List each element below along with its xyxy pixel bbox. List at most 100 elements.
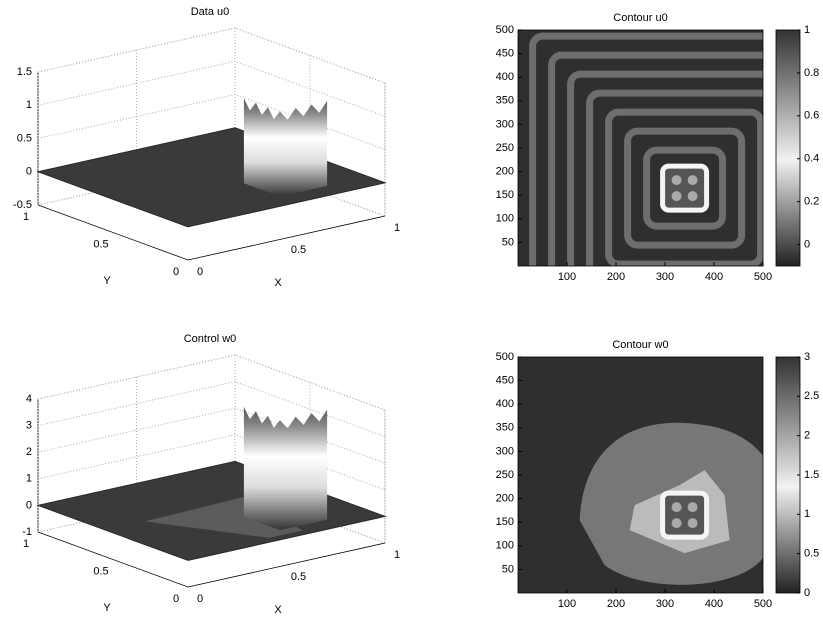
colorbar-tick-label: 0.2 [804,196,819,208]
contour-spot [688,518,698,528]
y-tick-label: 100 [496,213,514,225]
surface-plot: -0.5 0 0.5 1 1.5 0 0.5 1 0 0.5 1 Data u0 X Y [13,6,400,289]
x-tick-label: 100 [558,598,576,610]
x-tick-label: 500 [754,598,772,610]
contour-spot [688,191,698,201]
colorbar [776,30,800,266]
y-tick-label: 350 [496,95,514,107]
y-tick-label: 200 [496,166,514,178]
surface-plot: -1 0 1 2 3 4 0 0.5 1 0 0.5 1 Control w0 X Y [22,333,400,616]
grid-line [38,355,385,410]
grid-line [38,28,385,83]
x-tick-label: 300 [656,598,674,610]
chart-title: Control w0 [184,333,237,345]
contour-ring [663,166,707,210]
contour-spot [688,175,698,185]
x-tick-label: 200 [607,271,625,283]
grid-line [38,408,385,463]
contour-spot [672,175,682,185]
grid-line [38,61,385,116]
y-tick-label: 150 [496,189,514,201]
colorbar-tick-label: 0.8 [804,67,819,79]
contour-fill [495,0,823,378]
y-tick-label: 150 [496,516,514,528]
z-tick-label: -1 [22,526,32,538]
x-axis-label: X [274,604,282,616]
contour-plot: 100 200 300 400 500 50 100 150 200 250 300 350 400 45… [496,339,820,610]
surface [38,128,385,227]
chart-title: Contour u0 [613,12,667,24]
y-axis-label: Y [103,275,111,287]
x-tick-label: 1 [394,549,400,561]
y-tick-label: 350 [496,422,514,434]
y-axis-label: Y [103,602,111,614]
colorbar-tick-label: 0.5 [804,548,819,560]
contour-plot: 100 200 300 400 500 50 100 150 200 250 300 350 400 45… [495,0,823,378]
y-tick-label: 100 [496,540,514,552]
y-tick-label: 400 [496,398,514,410]
contour-ring [663,493,707,537]
y-tick-label: 50 [502,236,514,248]
z-tick-label: 1.5 [17,66,32,78]
y-tick-label: 0 [173,593,179,605]
y-tick-label: 1 [23,538,29,550]
y-tick-label: 450 [496,375,514,387]
colorbar [776,357,800,593]
y-tick-label: 300 [496,118,514,130]
y-tick-label: 0 [173,266,179,278]
x-tick-label: 0.5 [291,244,306,256]
z-tick-label: 0.5 [17,132,32,144]
y-tick-label: 450 [496,48,514,60]
z-tick-label: 3 [26,420,32,432]
x-axis-label: X [274,277,282,289]
contour-spot [672,518,682,528]
colorbar-tick-label: 0 [804,587,810,599]
z-tick-label: 1 [26,99,32,111]
x-tick-label: 300 [656,271,674,283]
x-tick-label: 0 [197,593,203,605]
x-tick-label: 200 [607,598,625,610]
y-tick-label: 250 [496,469,514,481]
figure: -0.500.511.500.5100.51Data u0XY100200300… [0,0,823,619]
colorbar-tick-label: 0 [804,238,810,250]
colorbar-tick-label: 0.4 [804,153,819,165]
colorbar-tick-label: 3 [804,351,810,363]
colorbar-tick-label: 1.5 [804,469,819,481]
y-tick-label: 1 [23,211,29,223]
x-tick-label: 0.5 [291,571,306,583]
y-tick-label: 500 [496,351,514,363]
chart-title: Contour w0 [612,339,668,351]
contour-spot [688,502,698,512]
x-tick-label: 500 [754,271,772,283]
z-tick-label: 0 [26,499,32,511]
colorbar-tick-label: 1 [804,24,810,36]
colorbar-tick-label: 2.5 [804,390,819,402]
colorbar-tick-label: 0.6 [804,110,819,122]
x-tick-label: 100 [558,271,576,283]
z-tick-label: -0.5 [13,199,32,211]
y-tick-label: 500 [496,24,514,36]
chart-title: Data u0 [191,6,230,18]
z-tick-label: 2 [26,446,32,458]
y-tick-label: 400 [496,71,514,83]
colorbar-tick-label: 1 [804,508,810,520]
y-tick-label: 250 [496,142,514,154]
x-tick-label: 1 [394,222,400,234]
colorbar-tick-label: 2 [804,430,810,442]
surface-peak [244,407,327,530]
z-tick-label: 4 [26,393,32,405]
y-tick-label: 50 [502,563,514,575]
grid-line [38,382,385,437]
contour-fill [518,357,778,593]
x-tick-label: 400 [705,598,723,610]
contour-spot [672,502,682,512]
y-tick-label: 300 [496,445,514,457]
x-tick-label: 400 [705,271,723,283]
y-tick-label: 0.5 [93,238,108,250]
z-tick-label: 0 [26,166,32,178]
y-tick-label: 0.5 [93,565,108,577]
contour-spot [672,191,682,201]
y-tick-label: 200 [496,493,514,505]
z-tick-label: 1 [26,473,32,485]
x-tick-label: 0 [197,266,203,278]
